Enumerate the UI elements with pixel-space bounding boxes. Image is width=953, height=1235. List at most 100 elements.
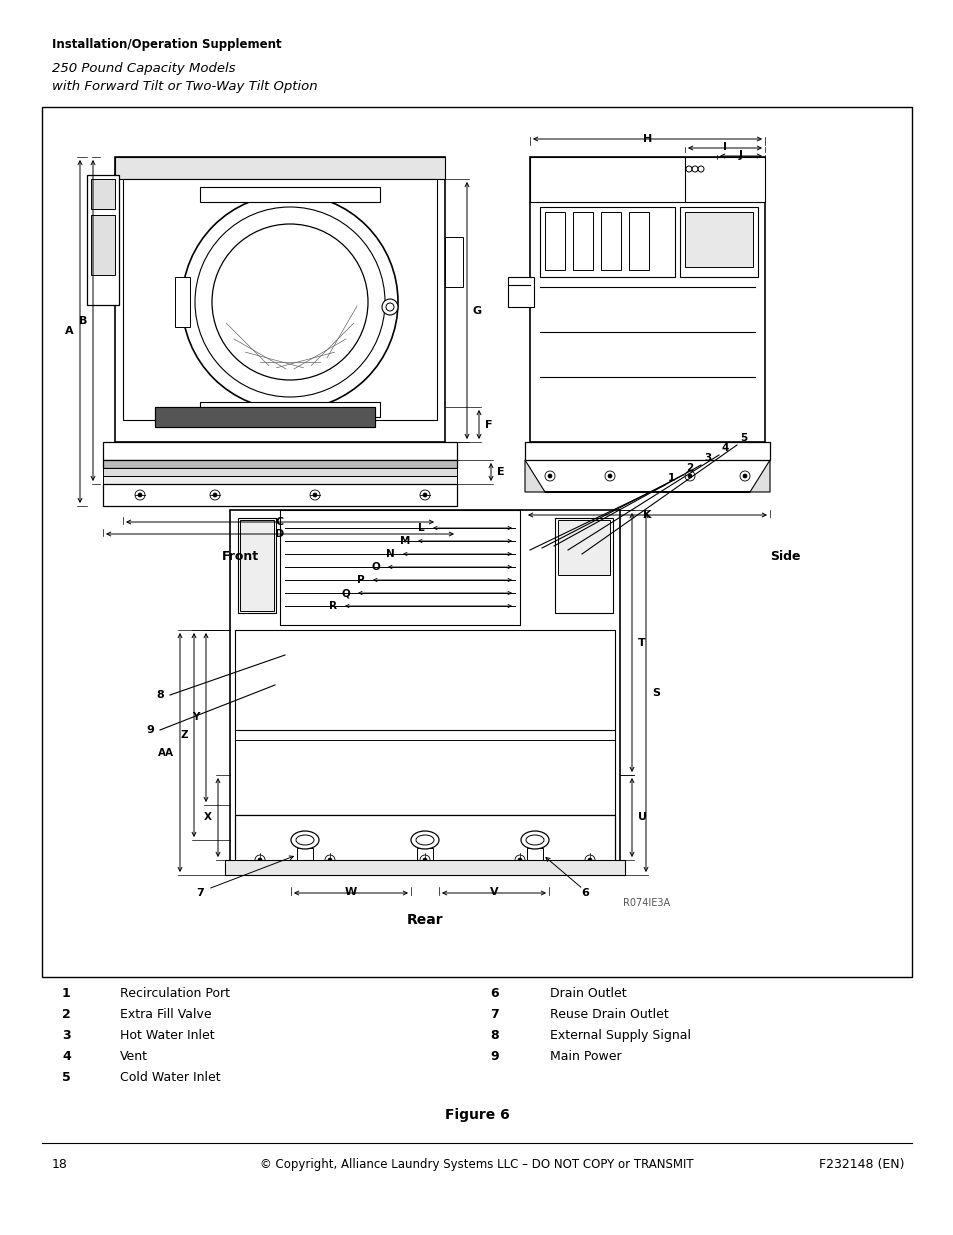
Text: X: X (204, 813, 212, 823)
Text: 8: 8 (490, 1029, 498, 1042)
Bar (103, 475, 456, 484)
Bar (123, 179, 436, 420)
Bar (544, 212, 564, 270)
Text: Recirculation Port: Recirculation Port (120, 987, 230, 1000)
Circle shape (422, 493, 427, 496)
Circle shape (607, 474, 612, 478)
Bar (103, 442, 456, 459)
Bar (628, 212, 648, 270)
Text: N: N (386, 550, 395, 559)
Circle shape (328, 858, 332, 862)
Bar (280, 510, 519, 625)
Bar (103, 459, 456, 468)
Text: 250 Pound Capacity Models: 250 Pound Capacity Models (52, 62, 235, 75)
Bar (296, 848, 313, 873)
Circle shape (547, 474, 552, 478)
Text: K: K (642, 510, 651, 520)
Bar (200, 403, 379, 417)
Bar (234, 815, 615, 869)
Text: S: S (651, 688, 659, 698)
Text: 2: 2 (685, 463, 693, 473)
Bar (115, 157, 444, 179)
Text: Y: Y (193, 713, 200, 722)
Text: L: L (418, 522, 424, 534)
Bar (526, 848, 542, 873)
Text: 7: 7 (196, 888, 204, 898)
Text: 4: 4 (62, 1050, 71, 1063)
Bar (679, 207, 758, 277)
Bar (237, 517, 275, 613)
Text: H: H (642, 135, 652, 144)
Text: V: V (489, 887, 497, 897)
Text: U: U (638, 813, 646, 823)
Text: E: E (497, 467, 504, 477)
Text: T: T (638, 637, 645, 647)
Text: R: R (329, 601, 336, 611)
Text: D: D (275, 529, 284, 538)
Circle shape (213, 493, 216, 496)
Text: 1: 1 (62, 987, 71, 1000)
Text: F: F (484, 420, 492, 430)
Text: Rear: Rear (406, 913, 443, 927)
Text: M: M (399, 536, 410, 546)
Text: 7: 7 (490, 1008, 498, 1021)
Bar (507, 277, 534, 308)
Text: 9: 9 (146, 725, 153, 735)
Bar (91, 179, 115, 209)
Text: 5: 5 (740, 433, 746, 443)
Text: F232148 (EN): F232148 (EN) (819, 1158, 904, 1171)
Text: Drain Outlet: Drain Outlet (550, 987, 626, 1000)
Bar (444, 237, 462, 287)
Text: AA: AA (158, 747, 173, 757)
Bar (530, 157, 764, 203)
Circle shape (587, 858, 592, 862)
Text: Figure 6: Figure 6 (444, 1108, 509, 1123)
Text: Z: Z (180, 730, 188, 740)
Text: J: J (739, 149, 742, 161)
Text: W: W (345, 887, 356, 897)
Bar (154, 408, 375, 427)
Text: Main Power: Main Power (550, 1050, 621, 1063)
Bar (524, 442, 769, 459)
Bar (558, 520, 609, 576)
Bar (91, 215, 115, 275)
Ellipse shape (416, 835, 434, 845)
Bar (416, 848, 433, 873)
Circle shape (313, 493, 316, 496)
Ellipse shape (295, 835, 314, 845)
Text: Q: Q (341, 588, 350, 598)
Bar (600, 212, 620, 270)
Bar (200, 186, 379, 203)
Text: Hot Water Inlet: Hot Water Inlet (120, 1029, 214, 1042)
Bar (87, 175, 119, 305)
Text: 18: 18 (52, 1158, 68, 1171)
Bar (103, 484, 456, 506)
Bar (225, 860, 624, 876)
Text: 2: 2 (62, 1008, 71, 1021)
Text: 3: 3 (703, 453, 711, 463)
Text: R074IE3A: R074IE3A (622, 898, 669, 908)
Circle shape (517, 858, 521, 862)
Text: P: P (357, 576, 365, 585)
Bar (539, 207, 675, 277)
Bar (174, 277, 190, 327)
Bar (684, 212, 752, 267)
Text: 1: 1 (667, 473, 675, 483)
Circle shape (742, 474, 746, 478)
Text: Reuse Drain Outlet: Reuse Drain Outlet (550, 1008, 668, 1021)
Text: © Copyright, Alliance Laundry Systems LLC – DO NOT COPY or TRANSMIT: © Copyright, Alliance Laundry Systems LL… (260, 1158, 693, 1171)
Bar (154, 408, 375, 427)
Text: G: G (473, 305, 481, 315)
Text: 3: 3 (62, 1029, 71, 1042)
Text: 6: 6 (580, 888, 588, 898)
Text: Cold Water Inlet: Cold Water Inlet (120, 1071, 220, 1084)
Bar (573, 212, 593, 270)
Circle shape (422, 858, 427, 862)
Text: I: I (722, 142, 726, 152)
Text: C: C (275, 517, 284, 527)
Circle shape (381, 299, 397, 315)
Ellipse shape (411, 831, 438, 848)
Circle shape (138, 493, 142, 496)
Text: B: B (78, 315, 87, 326)
Text: Side: Side (769, 550, 800, 563)
